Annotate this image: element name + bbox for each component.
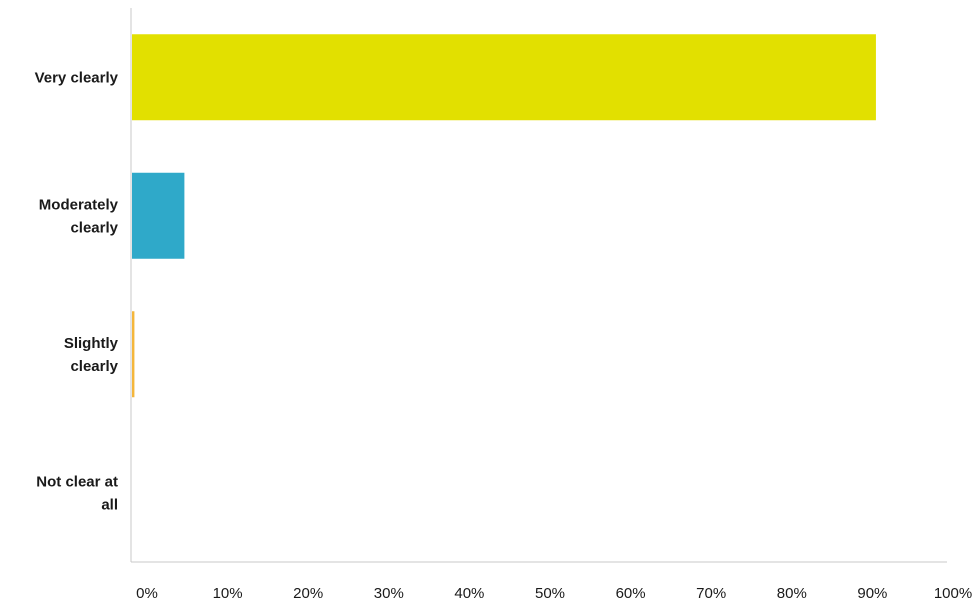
x-tick-label: 0%: [136, 585, 158, 602]
x-tick-label: 50%: [535, 585, 565, 602]
category-label-line: Slightly: [64, 335, 119, 352]
x-tick-label: 40%: [454, 585, 484, 602]
category-label-moderately-clearly: Moderately clearly: [39, 196, 119, 236]
category-label-line: clearly: [70, 358, 118, 375]
x-tick-labels: 0% 10% 20% 30% 40% 50% 60% 70% 80% 90% 100%: [136, 585, 972, 602]
x-tick-label: 90%: [857, 585, 887, 602]
x-tick-label: 30%: [374, 585, 404, 602]
category-labels: Very clearly Moderately clearly Slightly cle…: [35, 69, 119, 513]
category-label-line: Moderately: [39, 196, 119, 213]
x-tick-label: 70%: [696, 585, 726, 602]
category-label-slightly-clearly: Slightly clearly: [64, 335, 119, 375]
x-tick-label: 10%: [213, 585, 243, 602]
x-tick-label: 60%: [616, 585, 646, 602]
bar-slightly-clearly: [132, 311, 135, 398]
bar-moderately-clearly: [132, 172, 185, 259]
bars-group: [132, 34, 876, 398]
category-label-line: clearly: [70, 219, 118, 236]
x-tick-label: 80%: [777, 585, 807, 602]
bar-very-clearly: [132, 34, 876, 121]
category-label-line: Not clear at: [36, 473, 118, 490]
category-label-not-clear-at-all: Not clear at all: [36, 473, 118, 513]
x-tick-label: 20%: [293, 585, 323, 602]
x-tick-label: 100%: [934, 585, 972, 602]
category-label-line: Very clearly: [35, 69, 119, 86]
category-label-line: all: [101, 496, 118, 513]
category-label-very-clearly: Very clearly: [35, 69, 119, 86]
